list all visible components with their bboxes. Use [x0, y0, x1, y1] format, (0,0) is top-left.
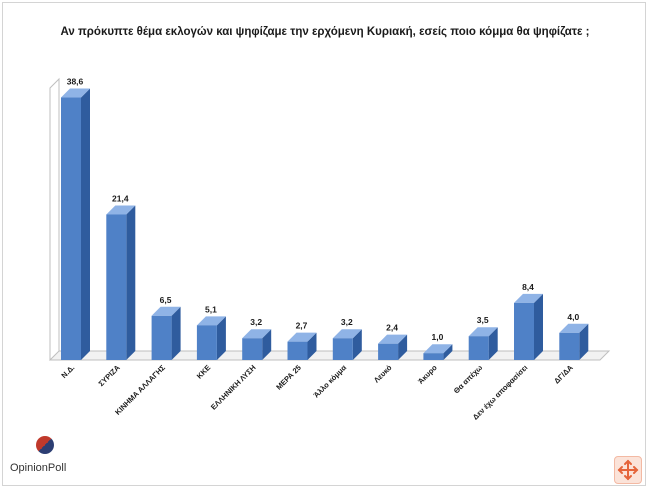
bar-top — [242, 329, 272, 339]
data-label: 21,4 — [112, 193, 129, 203]
data-label: 5,1 — [205, 304, 217, 314]
bar — [242, 329, 272, 360]
bar-top — [559, 323, 589, 333]
expand-arrows-glyph — [617, 459, 639, 481]
x-tick-label: Θα απέχω — [452, 363, 485, 396]
bar-side — [488, 327, 498, 360]
bar — [559, 323, 589, 360]
data-label: 38,6 — [67, 77, 84, 87]
opinionpoll-logo-icon — [36, 436, 54, 454]
bar-front — [196, 325, 217, 360]
bar-top — [61, 88, 90, 98]
x-tick-label: ΚΙΝΗΜΑ ΑΛΛΑΓΗΣ — [113, 363, 167, 417]
data-label: 2,4 — [386, 323, 398, 333]
bar-front — [287, 341, 308, 360]
bar — [468, 327, 498, 360]
bar — [61, 88, 90, 361]
chart-labels: 38,6 Ν.Δ. 21,4 ΣΥΡΙΖΑ 6,5 ΚΙΝΗΜΑ ΑΛΛΑΓΗΣ 5,1 ΚΚ… — [59, 77, 579, 422]
bar — [423, 344, 453, 360]
bar-front — [468, 336, 489, 360]
data-label: 3,2 — [250, 317, 262, 327]
bar-top — [151, 306, 181, 316]
data-label: 3,5 — [477, 315, 489, 325]
chart-title: Αν πρόκυπτε θέμα εκλογών και ψηφίζαμε τη… — [60, 26, 590, 38]
x-tick-label: ΕΛΛΗΝΙΚΗ ΛΥΣΗ — [209, 363, 258, 412]
bar — [106, 205, 136, 360]
bar-top — [332, 329, 362, 339]
x-tick-label: ΔΓ/ΔΑ — [552, 363, 575, 386]
data-label: 4,0 — [567, 312, 579, 322]
bar-side — [262, 329, 272, 360]
data-label: 3,2 — [341, 317, 353, 327]
bar-top — [106, 205, 136, 215]
bar-front — [151, 315, 172, 360]
bar-front — [242, 338, 263, 360]
expand-arrows-icon[interactable] — [614, 456, 642, 484]
bar-top — [378, 334, 408, 344]
data-label: 8,4 — [522, 282, 534, 292]
y-axis-wall — [49, 77, 60, 360]
bar-side — [534, 293, 543, 360]
bar-side — [579, 323, 589, 360]
bar — [378, 334, 408, 360]
x-tick-label: ΜΕΡΑ 25 — [274, 363, 303, 392]
logo-text: OpinionPoll — [10, 462, 67, 474]
bar-side — [81, 88, 90, 361]
bar-side — [398, 334, 408, 360]
bar — [287, 332, 317, 360]
opinionpoll-logo: OpinionPoll — [8, 436, 128, 476]
bar-front — [514, 302, 534, 360]
bar-side — [352, 329, 362, 360]
bar-top — [514, 293, 543, 303]
chart-frame — [2, 2, 646, 486]
bar — [151, 306, 181, 360]
bar-top — [423, 344, 453, 354]
bar-side — [216, 316, 226, 360]
bar — [332, 329, 362, 360]
data-label: 2,7 — [296, 321, 308, 331]
x-tick-label: Λευκό — [372, 363, 394, 385]
bar-side — [443, 344, 453, 360]
bar — [196, 316, 226, 360]
bar-front — [378, 343, 399, 360]
x-tick-label: ΚΚΕ — [195, 363, 213, 381]
bar-side — [126, 205, 136, 360]
bar-side — [307, 332, 317, 360]
x-tick-label: ΣΥΡΙΖΑ — [97, 363, 123, 389]
x-tick-label: Άκυρο — [416, 363, 439, 386]
bar — [514, 293, 543, 360]
bar-front — [559, 332, 580, 360]
bar-side — [171, 306, 181, 360]
x-tick-label: Άλλο κόμμα — [312, 363, 349, 400]
data-label: 1,0 — [431, 332, 443, 342]
data-label: 6,5 — [160, 295, 172, 305]
x-tick-label: Ν.Δ. — [59, 363, 76, 380]
bar-top — [468, 327, 498, 337]
bar-front — [332, 338, 353, 360]
bar-front — [61, 97, 81, 361]
bar-front — [423, 353, 444, 360]
bar-top — [287, 332, 317, 342]
chart-bars — [61, 88, 589, 361]
bar-top — [196, 316, 226, 326]
bar-front — [106, 214, 127, 360]
